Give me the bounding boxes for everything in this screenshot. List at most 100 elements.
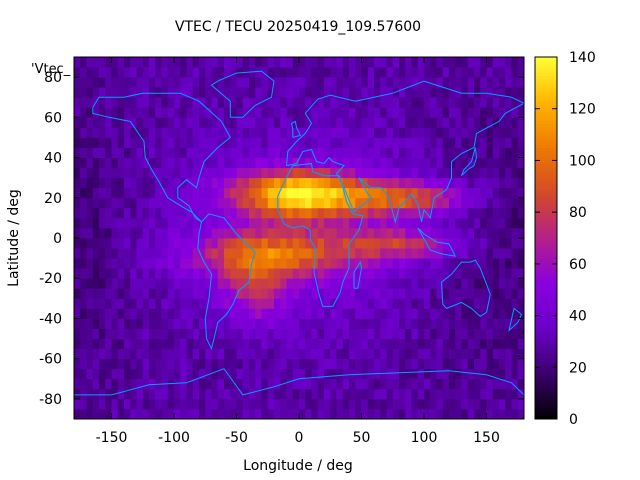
colorbar-segment — [535, 213, 557, 218]
heatmap-cell — [130, 227, 137, 239]
heatmap-cell — [492, 217, 500, 229]
heatmap-cell — [317, 368, 325, 380]
colorbar-segment — [535, 201, 557, 206]
heatmap-cell — [149, 117, 156, 128]
heatmap-cell — [167, 117, 175, 128]
heatmap-cell — [174, 318, 181, 329]
heatmap-cell — [324, 258, 331, 269]
colorbar-tick-label: 140 — [569, 50, 596, 66]
heatmap-cell — [149, 107, 156, 118]
heatmap-cell — [392, 338, 400, 350]
colorbar-segment — [535, 310, 557, 314]
heatmap-cell — [130, 328, 137, 339]
heatmap-cell — [386, 127, 394, 138]
heatmap-cell — [380, 127, 387, 138]
heatmap-cell — [436, 217, 444, 229]
heatmap-cell — [355, 177, 362, 189]
heatmap-cell — [336, 127, 344, 138]
heatmap-cell — [230, 278, 237, 289]
heatmap-cell — [480, 177, 487, 189]
heatmap-cell — [92, 227, 100, 239]
heatmap-cell — [380, 238, 387, 249]
heatmap-cell — [124, 137, 131, 148]
heatmap-cell — [424, 167, 431, 179]
heatmap-cell — [236, 77, 244, 88]
heatmap-cell — [180, 258, 187, 269]
heatmap-cell — [180, 368, 187, 380]
heatmap-cell — [449, 207, 456, 219]
heatmap-cell — [74, 117, 81, 128]
heatmap-cell — [424, 217, 431, 229]
heatmap-cell — [149, 408, 156, 420]
heatmap-cell — [442, 97, 450, 108]
heatmap-cell — [517, 318, 525, 329]
heatmap-cell — [511, 328, 519, 339]
heatmap-cell — [430, 97, 437, 108]
heatmap-cell — [236, 187, 244, 199]
heatmap-cell — [274, 298, 281, 309]
heatmap-cell — [517, 388, 525, 400]
heatmap-cell — [336, 248, 344, 259]
heatmap-cell — [455, 388, 462, 400]
heatmap-cell — [405, 388, 412, 400]
heatmap-cell — [361, 87, 369, 98]
heatmap-cell — [92, 117, 100, 128]
heatmap-cell — [511, 87, 519, 98]
heatmap-cell — [480, 167, 487, 179]
heatmap-cell — [480, 217, 487, 229]
heatmap-cell — [117, 97, 125, 108]
heatmap-cell — [461, 408, 469, 420]
heatmap-cell — [449, 167, 456, 179]
heatmap-cell — [355, 197, 362, 209]
heatmap-cell — [205, 127, 212, 138]
heatmap-cell — [430, 147, 437, 158]
heatmap-cell — [430, 137, 437, 148]
heatmap-cell — [380, 278, 387, 289]
heatmap-cell — [480, 97, 487, 108]
heatmap-cell — [267, 318, 275, 329]
heatmap-cell — [142, 197, 150, 209]
heatmap-cell — [417, 167, 425, 179]
heatmap-cell — [361, 328, 369, 339]
heatmap-cell — [111, 107, 119, 118]
heatmap-cell — [142, 177, 150, 189]
heatmap-cell — [186, 97, 194, 108]
heatmap-cell — [349, 388, 356, 400]
colorbar-segment — [535, 340, 557, 345]
heatmap-cell — [74, 238, 81, 249]
heatmap-cell — [136, 227, 144, 239]
heatmap-cell — [280, 398, 287, 410]
heatmap-cell — [392, 207, 400, 219]
heatmap-cell — [211, 227, 219, 239]
heatmap-cell — [74, 177, 81, 189]
heatmap-cell — [292, 398, 300, 410]
heatmap-cell — [192, 238, 200, 249]
heatmap-cell — [274, 388, 281, 400]
heatmap-cell — [486, 97, 494, 108]
heatmap-cell — [467, 248, 475, 259]
heatmap-cell — [80, 328, 87, 339]
heatmap-cell — [80, 298, 87, 309]
heatmap-cell — [92, 127, 100, 138]
heatmap-cell — [399, 318, 406, 329]
heatmap-cell — [99, 67, 106, 78]
heatmap-cell — [317, 227, 325, 239]
heatmap-cell — [417, 258, 425, 269]
heatmap-cell — [442, 137, 450, 148]
heatmap-cell — [180, 167, 187, 179]
heatmap-cell — [386, 388, 394, 400]
heatmap-cell — [374, 248, 381, 259]
heatmap-cell — [236, 258, 244, 269]
heatmap-cell — [355, 87, 362, 98]
heatmap-cell — [517, 227, 525, 239]
heatmap-cell — [492, 157, 500, 169]
heatmap-cell — [367, 147, 375, 158]
heatmap-cell — [324, 157, 331, 169]
heatmap-cell — [155, 157, 162, 169]
heatmap-cell — [299, 167, 306, 179]
heatmap-cell — [99, 298, 106, 309]
heatmap-cell — [361, 288, 369, 299]
heatmap-cell — [236, 298, 244, 309]
heatmap-cell — [342, 217, 350, 229]
heatmap-cell — [261, 57, 269, 68]
